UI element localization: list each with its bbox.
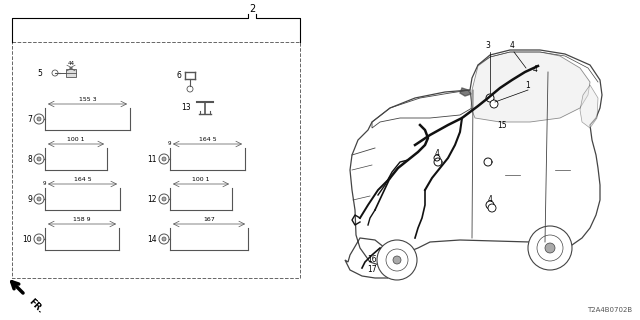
Circle shape <box>393 256 401 264</box>
Circle shape <box>162 197 166 201</box>
Text: 16: 16 <box>367 255 377 265</box>
Circle shape <box>37 197 41 201</box>
Circle shape <box>537 235 563 261</box>
Text: 6: 6 <box>176 71 181 81</box>
Text: 2: 2 <box>249 4 255 14</box>
Text: 4: 4 <box>532 66 538 75</box>
Text: 8: 8 <box>28 155 32 164</box>
Text: 100 1: 100 1 <box>192 177 210 182</box>
Circle shape <box>37 117 41 121</box>
Polygon shape <box>580 85 598 128</box>
Circle shape <box>34 154 44 164</box>
Text: 14: 14 <box>147 235 157 244</box>
Polygon shape <box>460 88 471 96</box>
Circle shape <box>490 100 498 108</box>
Text: 12: 12 <box>147 195 157 204</box>
Circle shape <box>545 243 555 253</box>
Text: 167: 167 <box>203 217 215 222</box>
Text: 9: 9 <box>167 141 171 146</box>
Text: 100 1: 100 1 <box>67 137 84 142</box>
Circle shape <box>434 155 440 161</box>
Text: 13: 13 <box>181 102 191 111</box>
Circle shape <box>159 194 169 204</box>
Text: FR.: FR. <box>27 297 45 315</box>
Text: 7: 7 <box>27 115 32 124</box>
Polygon shape <box>471 52 590 122</box>
Text: 164 5: 164 5 <box>74 177 92 182</box>
Text: 10: 10 <box>22 235 32 244</box>
Circle shape <box>486 201 494 209</box>
Text: 155 3: 155 3 <box>79 97 96 102</box>
Circle shape <box>486 94 494 102</box>
Text: 4: 4 <box>509 41 515 50</box>
Circle shape <box>159 154 169 164</box>
Circle shape <box>37 157 41 161</box>
Text: T2A4B0702B: T2A4B0702B <box>587 307 632 313</box>
Circle shape <box>488 204 496 212</box>
Text: 9: 9 <box>27 195 32 204</box>
Text: 9: 9 <box>42 181 45 186</box>
Text: 17: 17 <box>367 266 377 275</box>
Circle shape <box>377 240 417 280</box>
Text: 15: 15 <box>497 121 507 130</box>
Text: 164 5: 164 5 <box>198 137 216 142</box>
Text: 3: 3 <box>486 41 490 50</box>
Circle shape <box>34 234 44 244</box>
Bar <box>66 69 76 77</box>
Text: 4: 4 <box>435 148 440 157</box>
Circle shape <box>37 237 41 241</box>
Bar <box>12 42 300 278</box>
Circle shape <box>34 114 44 124</box>
Text: 158 9: 158 9 <box>73 217 91 222</box>
Text: 5: 5 <box>37 68 42 77</box>
Circle shape <box>528 226 572 270</box>
Circle shape <box>52 70 58 76</box>
Circle shape <box>159 234 169 244</box>
Circle shape <box>34 194 44 204</box>
Text: 44: 44 <box>67 61 74 66</box>
Text: 11: 11 <box>147 155 157 164</box>
Circle shape <box>386 249 408 271</box>
Text: 4: 4 <box>488 196 492 204</box>
Circle shape <box>187 86 193 92</box>
Text: 1: 1 <box>525 81 531 90</box>
Circle shape <box>162 157 166 161</box>
Circle shape <box>162 237 166 241</box>
